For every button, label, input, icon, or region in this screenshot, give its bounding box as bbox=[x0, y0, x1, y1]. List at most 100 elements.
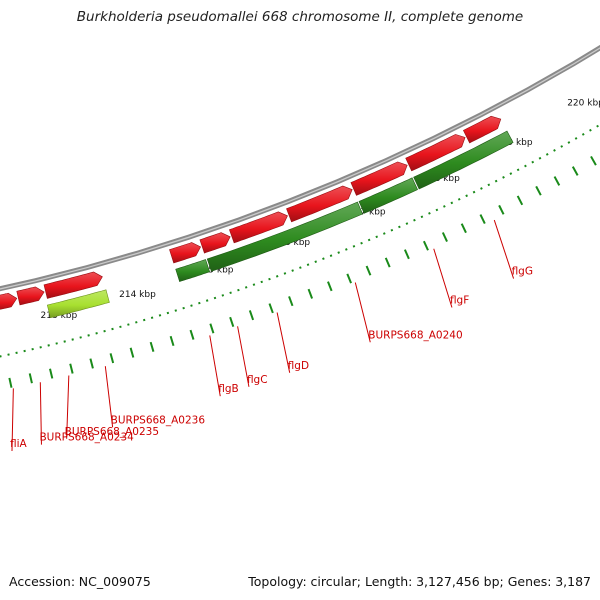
kbp-label: 219 kbp bbox=[496, 138, 533, 148]
minor-tick bbox=[299, 266, 302, 269]
gene-leader-line bbox=[433, 248, 453, 308]
accession-label: Accession: bbox=[9, 574, 76, 589]
major-tick bbox=[307, 288, 314, 299]
minor-tick bbox=[516, 168, 520, 172]
minor-tick bbox=[314, 260, 318, 263]
gene-label: flgD bbox=[288, 360, 309, 372]
length-value: 3,127,456 bp; bbox=[416, 574, 504, 589]
cds-feature bbox=[229, 211, 288, 244]
gene-leader-line bbox=[237, 326, 250, 387]
cds-feature bbox=[16, 286, 45, 306]
gene-track bbox=[46, 130, 514, 319]
kbp-label: 213 kbp bbox=[41, 311, 78, 321]
gene-leader-line bbox=[104, 366, 114, 428]
major-tick bbox=[590, 155, 597, 166]
minor-tick bbox=[158, 314, 162, 317]
kbp-label: 220 kbp bbox=[567, 98, 600, 108]
minor-tick bbox=[142, 318, 146, 322]
major-tick bbox=[69, 363, 74, 374]
genome-summary: Topology: circular; Length: 3,127,456 bp; … bbox=[248, 574, 591, 589]
gene-label: BURPS668_A0234 bbox=[39, 432, 134, 444]
kbp-labels: 213 kbp 214 kbp 215 kbp 216 kbp 217 kbp 218 k… bbox=[41, 98, 600, 321]
gene-leader-line bbox=[209, 335, 221, 397]
genes-label: Genes: bbox=[507, 574, 552, 589]
major-tick bbox=[149, 341, 155, 352]
major-tick bbox=[189, 329, 195, 340]
backbone-arc bbox=[0, 44, 600, 292]
genes-value: 3,187 bbox=[555, 574, 591, 589]
minor-tick bbox=[237, 288, 240, 292]
gene-feature bbox=[175, 259, 211, 282]
gene-leader-line bbox=[493, 219, 515, 279]
gene-leader-line bbox=[276, 312, 291, 373]
cds-feature bbox=[405, 134, 466, 172]
minor-tick bbox=[352, 245, 356, 248]
major-tick bbox=[460, 223, 467, 234]
major-tick bbox=[28, 373, 33, 384]
minor-tick bbox=[553, 149, 556, 152]
minor-tick bbox=[174, 309, 178, 312]
major-tick bbox=[535, 185, 542, 196]
gene-label: BURPS668_A0235 bbox=[65, 426, 159, 438]
major-tick bbox=[479, 214, 486, 225]
minor-tick bbox=[291, 269, 294, 272]
gene-feature bbox=[413, 130, 514, 190]
minor-tick bbox=[182, 306, 185, 310]
minor-tick bbox=[509, 172, 513, 175]
minor-tick bbox=[487, 183, 491, 187]
minor-tick bbox=[465, 194, 468, 198]
topology-label: Topology: bbox=[248, 574, 307, 589]
minor-tick bbox=[390, 228, 394, 232]
minor-tick bbox=[111, 327, 114, 331]
minor-tick bbox=[560, 145, 564, 148]
gene-label: flgG bbox=[512, 266, 533, 278]
major-tick bbox=[422, 240, 429, 251]
cds-feature bbox=[286, 185, 353, 223]
gene-label: flgB bbox=[218, 383, 238, 395]
major-tick bbox=[89, 358, 94, 369]
major-tick bbox=[346, 273, 352, 284]
minor-tick bbox=[375, 235, 379, 239]
gene-leader-line bbox=[39, 382, 42, 445]
major-tick bbox=[248, 310, 255, 321]
major-tick bbox=[403, 249, 410, 260]
gene-leader-line bbox=[11, 388, 14, 452]
gene-label: flgC bbox=[247, 374, 268, 386]
minor-tick bbox=[252, 283, 256, 286]
cds-feature bbox=[43, 271, 103, 299]
kbp-label: 218 kbp bbox=[423, 174, 460, 184]
accession-value: NC_009075 bbox=[78, 574, 151, 589]
minor-tick bbox=[494, 179, 498, 183]
minor-tick bbox=[260, 280, 263, 284]
major-tick bbox=[327, 281, 333, 292]
minor-tick bbox=[472, 190, 476, 194]
kbp-label: 216 kbp bbox=[273, 238, 310, 248]
minor-tick bbox=[450, 201, 454, 205]
major-ticks bbox=[8, 155, 597, 388]
minor-tick bbox=[283, 272, 287, 275]
gene-label: fliA bbox=[10, 438, 28, 450]
map-title: Burkholderia pseudomallei 668 chromosome… bbox=[76, 9, 524, 25]
minor-tick bbox=[545, 153, 549, 156]
minor-tick bbox=[443, 205, 446, 208]
cds-feature bbox=[199, 232, 231, 254]
minor-tick bbox=[229, 291, 232, 295]
major-tick bbox=[553, 176, 561, 186]
minor-tick bbox=[127, 323, 130, 326]
major-tick bbox=[209, 323, 215, 334]
minor-tick bbox=[360, 241, 363, 245]
minor-tick bbox=[306, 263, 310, 266]
minor-tick bbox=[405, 222, 409, 225]
gene-leader-line bbox=[354, 282, 371, 343]
minor-tick bbox=[574, 137, 578, 140]
topology-value: circular; bbox=[310, 574, 362, 589]
minor-tick bbox=[398, 225, 401, 229]
kbp-label: 214 kbp bbox=[119, 290, 156, 300]
cds-track bbox=[0, 115, 502, 310]
major-tick bbox=[441, 232, 448, 242]
minor-tick bbox=[531, 160, 535, 164]
minor-tick bbox=[268, 277, 271, 281]
major-tick bbox=[49, 368, 54, 379]
gene-label: BURPS668_A0236 bbox=[111, 414, 206, 426]
